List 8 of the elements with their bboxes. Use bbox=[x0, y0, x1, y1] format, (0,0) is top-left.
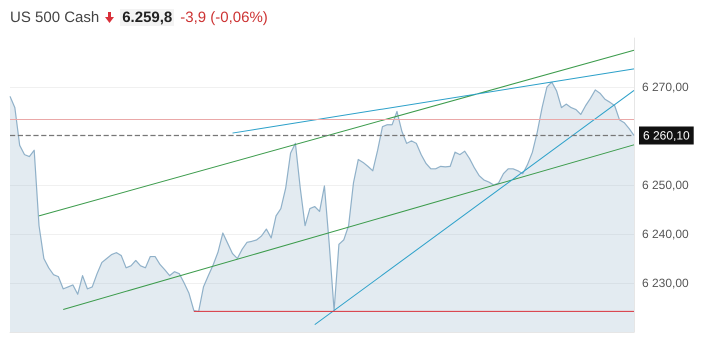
text: -3,9 (-0,06%) bbox=[180, 8, 268, 26]
y-tick-label: 6 250,00 bbox=[642, 178, 690, 192]
text: 6.259,8 bbox=[120, 8, 174, 26]
chart-title: US 500 Cash bbox=[10, 8, 100, 26]
y-tick-label: 6 270,00 bbox=[642, 80, 690, 94]
y-tick-label: 6 240,00 bbox=[642, 227, 690, 241]
y-tick-label: 6 230,00 bbox=[642, 276, 690, 290]
ref-line-label: 6 260,10 bbox=[643, 128, 690, 143]
